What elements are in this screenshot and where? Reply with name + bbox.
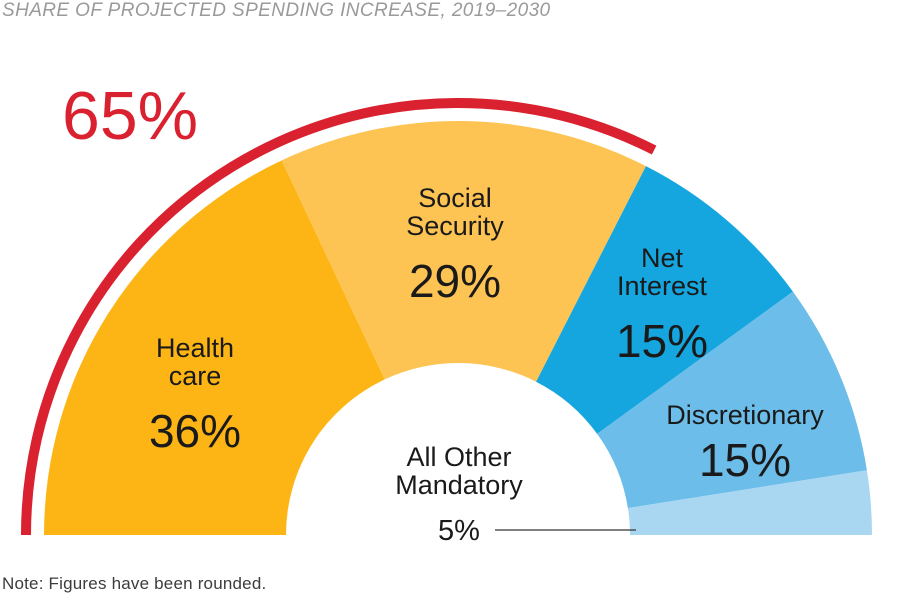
slice-social-security <box>281 121 646 382</box>
chart-title: SHARE OF PROJECTED SPENDING INCREASE, 20… <box>2 0 551 21</box>
slice-net-interest <box>536 166 793 434</box>
label-value-discretionary: 15% <box>699 434 791 486</box>
label-name-net-interest: Net Interest <box>617 243 708 301</box>
slice-health-care <box>44 160 385 535</box>
label-name-all-other-mandatory: All Other Mandatory <box>395 442 523 500</box>
label-value-net-interest: 15% <box>616 315 708 367</box>
label-value-health-care: 36% <box>149 405 241 457</box>
labels-group: Health care 36% Social Security 29% Net Interes… <box>149 183 824 547</box>
highlight-group: 65% <box>21 78 657 536</box>
highlight-label: 65% <box>62 78 198 154</box>
label-value-all-other-mandatory: 5% <box>438 515 480 547</box>
slice-all-other-mandatory <box>627 470 872 535</box>
label-value-social-security: 29% <box>409 255 501 307</box>
highlight-arc <box>21 98 657 536</box>
label-name-social-security: Social Security <box>406 183 504 241</box>
chart-note: Note: Figures have been rounded. <box>2 574 267 593</box>
label-name-health-care: Health care <box>156 333 234 391</box>
label-name-discretionary: Discretionary <box>666 400 824 430</box>
slices-group <box>44 121 872 535</box>
slice-discretionary <box>597 291 867 509</box>
